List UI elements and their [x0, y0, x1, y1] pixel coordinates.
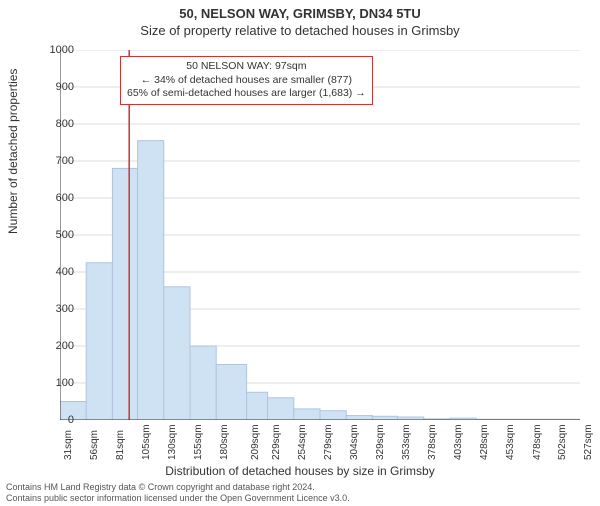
x-tick-label: 378sqm	[427, 424, 438, 460]
y-tick-label: 400	[56, 266, 74, 278]
chart-area	[60, 50, 580, 420]
x-tick-label: 403sqm	[453, 424, 464, 460]
y-tick-label: 900	[56, 81, 74, 93]
x-tick-label: 453sqm	[505, 424, 516, 460]
y-tick-label: 200	[56, 340, 74, 352]
x-tick-label: 81sqm	[115, 430, 126, 460]
y-tick-label: 800	[56, 118, 74, 130]
page-title: 50, NELSON WAY, GRIMSBY, DN34 5TU	[0, 6, 600, 21]
x-tick-label: 105sqm	[141, 424, 152, 460]
footer-line: Contains public sector information licen…	[6, 493, 350, 504]
y-tick-label: 100	[56, 377, 74, 389]
y-tick-label: 1000	[50, 44, 74, 56]
page-subtitle: Size of property relative to detached ho…	[0, 23, 600, 38]
y-tick-label: 300	[56, 303, 74, 315]
x-tick-label: 353sqm	[401, 424, 412, 460]
annotation-line: ← 34% of detached houses are smaller (87…	[127, 74, 366, 88]
x-tick-label: 254sqm	[297, 424, 308, 460]
x-tick-label: 56sqm	[89, 430, 100, 460]
y-tick-label: 600	[56, 192, 74, 204]
histogram-svg	[60, 50, 580, 420]
x-tick-label: 155sqm	[193, 424, 204, 460]
y-tick-label: 0	[68, 414, 74, 426]
x-tick-label: 478sqm	[532, 424, 543, 460]
footer-attribution: Contains HM Land Registry data © Crown c…	[6, 482, 350, 504]
x-tick-label: 31sqm	[63, 430, 74, 460]
annotation-box: 50 NELSON WAY: 97sqm ← 34% of detached h…	[120, 56, 373, 105]
x-tick-label: 304sqm	[349, 424, 360, 460]
x-tick-label: 130sqm	[167, 424, 178, 460]
x-tick-label: 229sqm	[271, 424, 282, 460]
x-tick-label: 279sqm	[323, 424, 334, 460]
x-tick-label: 527sqm	[583, 424, 594, 460]
x-tick-label: 329sqm	[375, 424, 386, 460]
x-tick-label: 502sqm	[557, 424, 568, 460]
annotation-line: 50 NELSON WAY: 97sqm	[127, 60, 366, 74]
y-tick-label: 500	[56, 229, 74, 241]
y-tick-label: 700	[56, 155, 74, 167]
y-axis-label: Number of detached properties	[6, 69, 20, 234]
annotation-line: 65% of semi-detached houses are larger (…	[127, 87, 366, 101]
x-tick-label: 209sqm	[250, 424, 261, 460]
x-axis-label: Distribution of detached houses by size …	[0, 464, 600, 478]
x-tick-label: 428sqm	[479, 424, 490, 460]
x-tick-label: 180sqm	[219, 424, 230, 460]
footer-line: Contains HM Land Registry data © Crown c…	[6, 482, 350, 493]
